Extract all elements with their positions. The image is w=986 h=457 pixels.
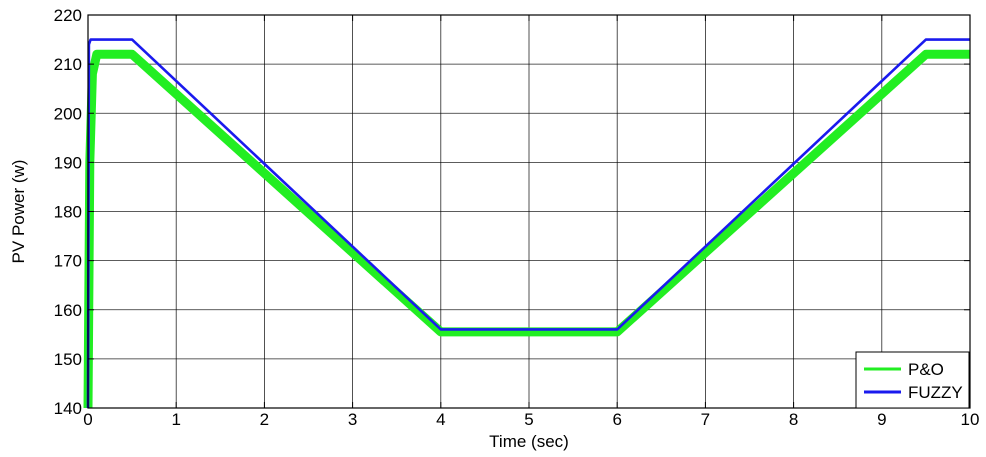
y-tick-label: 210 xyxy=(54,55,82,74)
y-tick-label: 150 xyxy=(54,350,82,369)
x-tick-label: 8 xyxy=(789,410,798,429)
y-tick-label: 220 xyxy=(54,6,82,25)
y-tick-label: 160 xyxy=(54,301,82,320)
y-tick-label: 180 xyxy=(54,203,82,222)
x-tick-label: 10 xyxy=(961,410,980,429)
series-line-fuzzy xyxy=(86,38,970,409)
legend-label-fuzzy: FUZZY xyxy=(908,383,963,402)
x-tick-label: 6 xyxy=(612,410,621,429)
ticks xyxy=(87,14,971,409)
y-tick-label: 170 xyxy=(54,252,82,271)
y-tick-labels: 140 150 160 170 180 190 200 210 220 xyxy=(54,6,82,418)
legend-box xyxy=(855,351,970,409)
x-tick-label: 4 xyxy=(436,410,445,429)
x-tick-label: 7 xyxy=(701,410,710,429)
x-tick-label: 9 xyxy=(877,410,886,429)
legend: P&O FUZZY xyxy=(855,351,970,409)
y-tick-label: 140 xyxy=(54,399,82,418)
series-line-p-and-o xyxy=(83,49,970,409)
y-axis-label: PV Power (w) xyxy=(9,160,28,264)
series-layer xyxy=(83,38,970,409)
x-axis-label: Time (sec) xyxy=(489,432,569,451)
x-tick-label: 1 xyxy=(171,410,180,429)
x-tick-label: 5 xyxy=(524,410,533,429)
x-tick-label: 3 xyxy=(348,410,357,429)
y-tick-label: 200 xyxy=(54,104,82,123)
legend-label-p-and-o: P&O xyxy=(908,360,944,379)
y-tick-label: 190 xyxy=(54,153,82,172)
x-tick-label: 2 xyxy=(260,410,269,429)
x-tick-labels: 0 1 2 3 4 5 6 7 8 9 10 xyxy=(83,410,979,429)
x-tick-label: 0 xyxy=(83,410,92,429)
